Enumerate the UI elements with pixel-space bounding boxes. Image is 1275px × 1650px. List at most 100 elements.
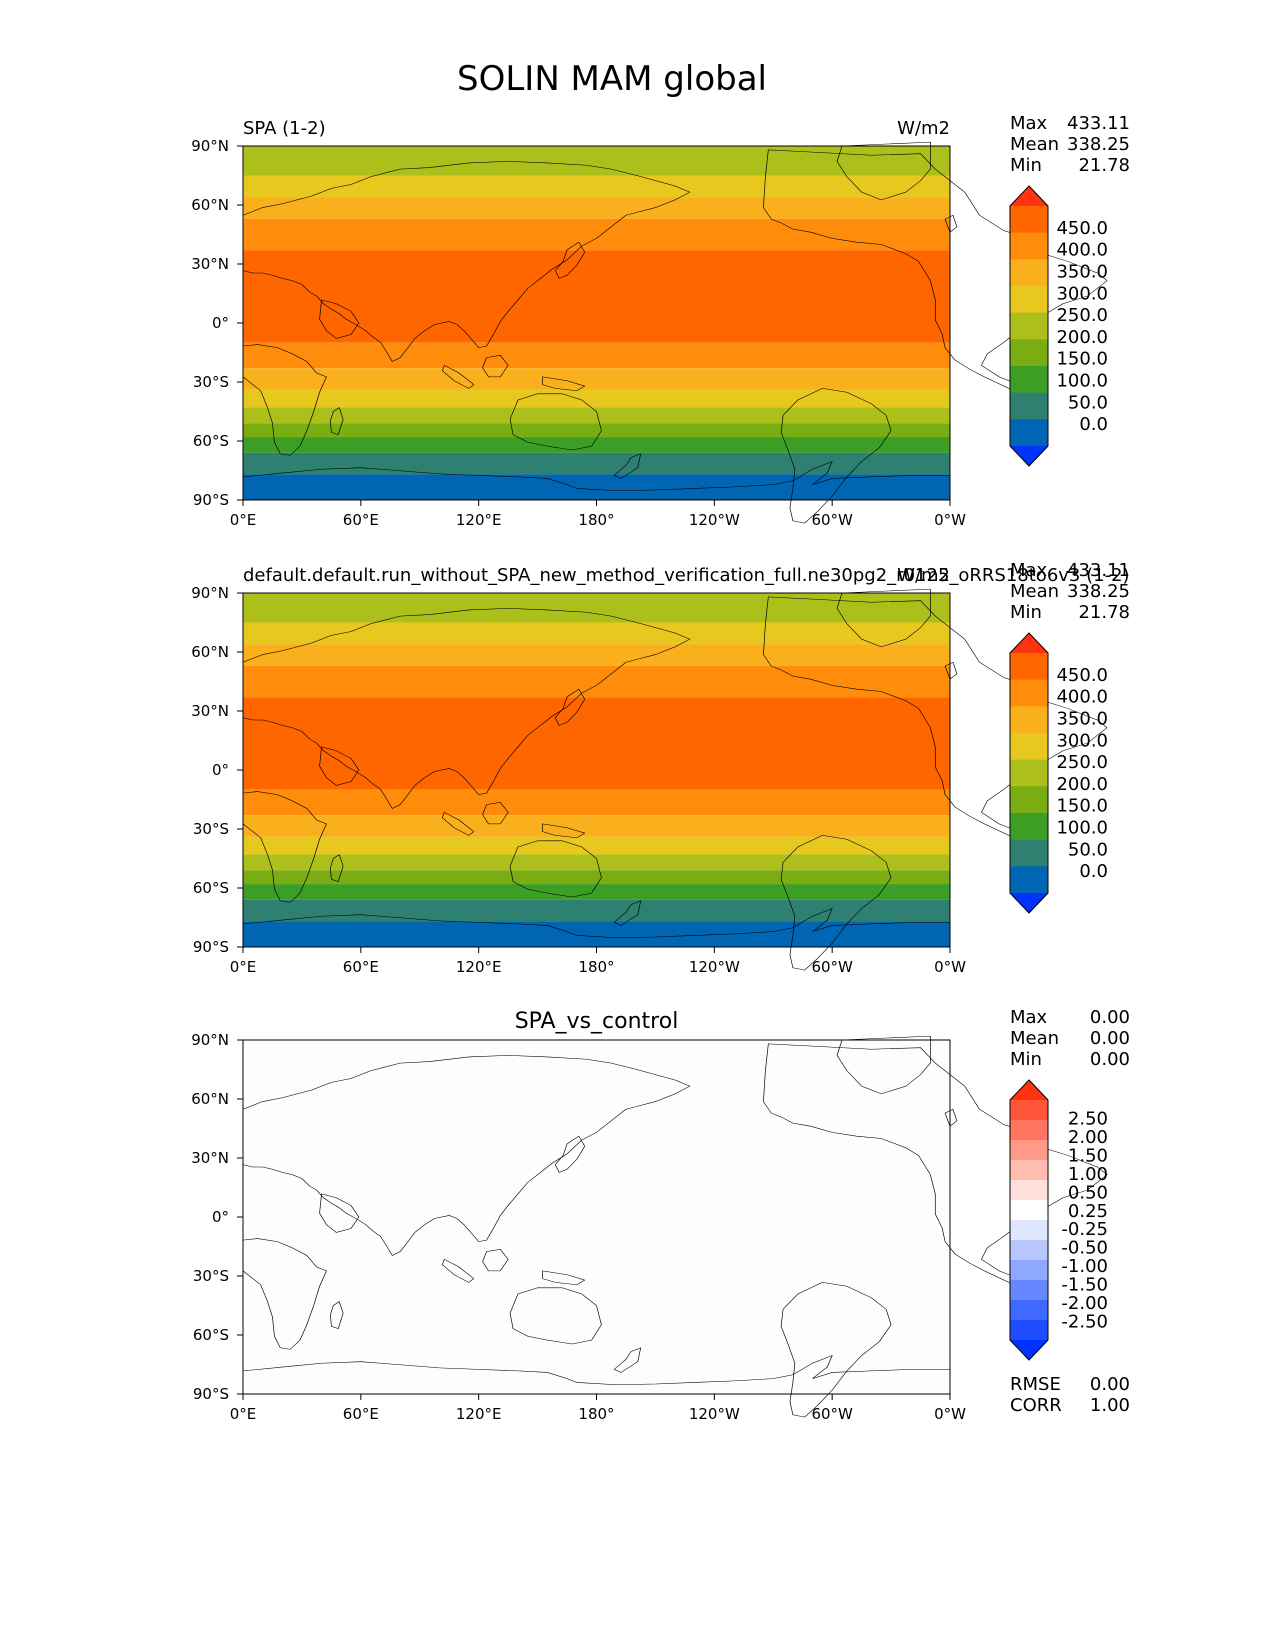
panel-difference: 0°E 60°E 120°E 180° 120°W 60°W 0°W 90°N 60°N 30°N… bbox=[191, 1007, 1130, 1423]
stat-label: RMSE bbox=[1010, 1374, 1061, 1395]
panel-test: 0°E 60°E 120°E 180° 120°W 60°W 0°W 90°N 60°N 30°N… bbox=[191, 113, 1130, 529]
lat-band bbox=[243, 899, 950, 922]
x-tick-label: 180° bbox=[578, 1405, 614, 1423]
colorbar-segment bbox=[1010, 1200, 1048, 1221]
colorbar-extend-min bbox=[1010, 893, 1048, 913]
y-tick-label: 30°N bbox=[191, 702, 229, 720]
x-tick-label: 0°E bbox=[230, 511, 257, 529]
x-tick-label: 120°E bbox=[456, 958, 502, 976]
colorbar-level-label: 0.50 bbox=[1068, 1182, 1108, 1203]
colorbar-segment bbox=[1010, 1220, 1048, 1241]
colorbar-level-label: 200.0 bbox=[1056, 327, 1108, 348]
colorbar-segment bbox=[1010, 286, 1048, 314]
stat-label: Min bbox=[1010, 1049, 1042, 1070]
stat-value: 0.00 bbox=[1090, 1007, 1130, 1028]
colorbar-extend-max bbox=[1010, 186, 1048, 206]
stat-label: CORR bbox=[1010, 1395, 1062, 1416]
colorbar-level-label: 300.0 bbox=[1056, 283, 1108, 304]
stat-value: 21.78 bbox=[1078, 155, 1130, 176]
lat-band bbox=[243, 884, 950, 900]
colorbar-level-label: 200.0 bbox=[1056, 774, 1108, 795]
y-tick-label: 90°S bbox=[193, 491, 229, 509]
lat-band bbox=[243, 789, 950, 816]
colorbar-segment bbox=[1010, 679, 1048, 707]
stat-value: 433.11 bbox=[1067, 113, 1130, 134]
colorbar-segment bbox=[1010, 839, 1048, 867]
y-tick-label: 0° bbox=[212, 1208, 229, 1226]
lat-band bbox=[243, 815, 950, 837]
x-tick-label: 120°W bbox=[689, 511, 740, 529]
x-tick-label: 60°E bbox=[343, 1405, 379, 1423]
colorbar-level-label: 350.0 bbox=[1056, 261, 1108, 282]
colorbar-segment bbox=[1010, 866, 1048, 894]
colorbar-level-label: 150.0 bbox=[1056, 796, 1108, 817]
stat-label: Min bbox=[1010, 602, 1042, 623]
colorbar-level-label: 2.50 bbox=[1068, 1108, 1108, 1129]
x-tick-label: 120°W bbox=[689, 958, 740, 976]
colorbar-segment bbox=[1010, 1280, 1048, 1301]
colorbar-outline bbox=[1009, 632, 1049, 914]
colorbar-level-label: 0.0 bbox=[1079, 861, 1108, 882]
stat-label: Mean bbox=[1010, 581, 1059, 602]
x-tick-label: 180° bbox=[578, 511, 614, 529]
colorbar-level-label: 1.50 bbox=[1068, 1145, 1108, 1166]
panel-reference: 0°E 60°E 120°E 180° 120°W 60°W 0°W 90°N 60°N 30°N… bbox=[191, 560, 1130, 976]
colorbar-extend-max bbox=[1010, 1080, 1048, 1100]
colorbar-extend-min bbox=[1010, 446, 1048, 466]
colorbar-level-label: 50.0 bbox=[1068, 839, 1108, 860]
y-tick-label: 30°S bbox=[193, 1267, 229, 1285]
lat-band bbox=[243, 407, 950, 424]
lat-band bbox=[243, 1040, 950, 1394]
stat-value: 1.00 bbox=[1090, 1395, 1130, 1416]
lat-band bbox=[243, 854, 950, 871]
colorbar-outline bbox=[1009, 185, 1049, 467]
lat-band bbox=[243, 474, 950, 500]
colorbar-level-label: 100.0 bbox=[1056, 818, 1108, 839]
colorbar-level-label: 400.0 bbox=[1056, 687, 1108, 708]
colorbar-level-label: -1.00 bbox=[1061, 1256, 1108, 1277]
colorbar-segment bbox=[1010, 813, 1048, 841]
colorbar-segment bbox=[1010, 339, 1048, 367]
colorbar-segment bbox=[1010, 1260, 1048, 1281]
x-tick-label: 0°E bbox=[230, 958, 257, 976]
colorbar-level-label: -1.50 bbox=[1061, 1275, 1108, 1296]
y-tick-label: 0° bbox=[212, 761, 229, 779]
colorbar: 450.0400.0350.0300.0250.0200.0150.0100.0… bbox=[1009, 185, 1108, 467]
lat-band bbox=[243, 622, 950, 645]
y-tick-label: 60°S bbox=[193, 1326, 229, 1344]
colorbar-segment bbox=[1010, 1240, 1048, 1261]
colorbar-segment bbox=[1010, 786, 1048, 814]
colorbar-level-label: 300.0 bbox=[1056, 730, 1108, 751]
x-tick-label: 120°E bbox=[456, 511, 502, 529]
stat-value: 433.11 bbox=[1067, 560, 1130, 581]
x-tick-label: 120°E bbox=[456, 1405, 502, 1423]
colorbar-level-label: 150.0 bbox=[1056, 349, 1108, 370]
y-tick-label: 90°N bbox=[191, 1031, 229, 1049]
colorbar-segment bbox=[1010, 706, 1048, 734]
lat-band bbox=[243, 146, 950, 176]
lat-band bbox=[243, 836, 950, 855]
y-tick-label: 30°S bbox=[193, 820, 229, 838]
lat-band bbox=[243, 921, 950, 947]
colorbar-level-label: -2.00 bbox=[1061, 1293, 1108, 1314]
colorbar-segment bbox=[1010, 1300, 1048, 1321]
lat-band bbox=[243, 197, 950, 219]
y-tick-label: 60°S bbox=[193, 879, 229, 897]
stat-value: 0.00 bbox=[1090, 1049, 1130, 1070]
colorbar-level-label: 250.0 bbox=[1056, 752, 1108, 773]
colorbar-segment bbox=[1010, 206, 1048, 234]
lat-band bbox=[243, 593, 950, 623]
y-tick-label: 90°S bbox=[193, 1385, 229, 1403]
x-tick-label: 180° bbox=[578, 958, 614, 976]
colorbar-segment bbox=[1010, 1160, 1048, 1181]
lat-band bbox=[243, 665, 950, 698]
stat-value: 21.78 bbox=[1078, 602, 1130, 623]
colorbar-level-label: 0.0 bbox=[1079, 414, 1108, 435]
stat-label: Mean bbox=[1010, 1028, 1059, 1049]
x-tick-label: 0°W bbox=[934, 958, 966, 976]
y-tick-label: 0° bbox=[212, 314, 229, 332]
colorbar-segment bbox=[1010, 392, 1048, 420]
stat-label: Mean bbox=[1010, 134, 1059, 155]
lat-band bbox=[243, 644, 950, 666]
colorbar-extend-max bbox=[1010, 633, 1048, 653]
